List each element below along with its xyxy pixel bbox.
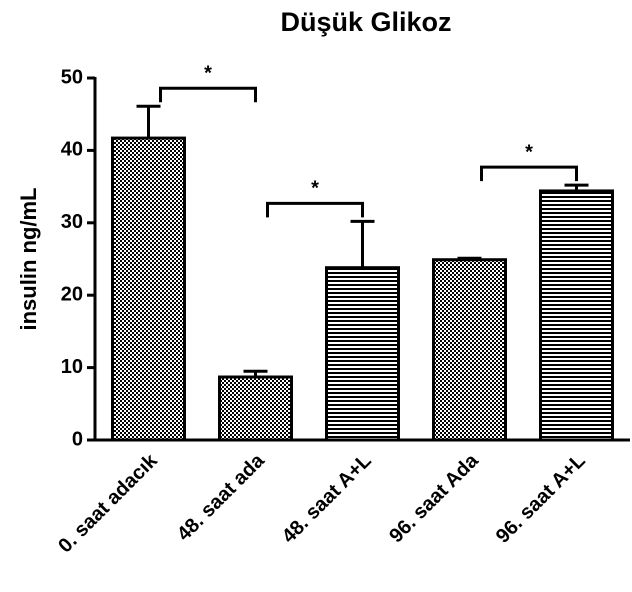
- y-tick-label: 30: [61, 211, 83, 233]
- chart-title: Düşük Glikoz: [280, 7, 451, 37]
- y-tick-label: 10: [61, 356, 83, 378]
- significance-bracket: [159, 86, 257, 103]
- x-tick-label: 0. saat adacık: [54, 449, 162, 557]
- y-tick-label: 0: [72, 428, 83, 450]
- significance-label: *: [525, 141, 533, 163]
- significance-bracket: [480, 165, 578, 182]
- x-tick-label: 48. saat A+L: [278, 450, 376, 548]
- x-tick-label: 96. saat A+L: [492, 450, 590, 548]
- y-tick-label: 50: [61, 66, 83, 88]
- significance-label: *: [311, 178, 319, 200]
- x-tick-label: 48. saat ada: [173, 449, 269, 545]
- bar: [325, 266, 400, 442]
- significance-bracket: [266, 201, 364, 218]
- bar: [432, 258, 507, 442]
- y-tick-label: 20: [61, 283, 83, 305]
- y-axis-label: insulin ng/mL: [16, 188, 41, 331]
- x-tick-label: 96. saat Ada: [385, 449, 483, 547]
- bar: [111, 136, 186, 442]
- bar: [539, 189, 614, 442]
- significance-label: *: [204, 63, 212, 85]
- bar: [218, 375, 293, 442]
- y-tick-label: 40: [61, 139, 83, 161]
